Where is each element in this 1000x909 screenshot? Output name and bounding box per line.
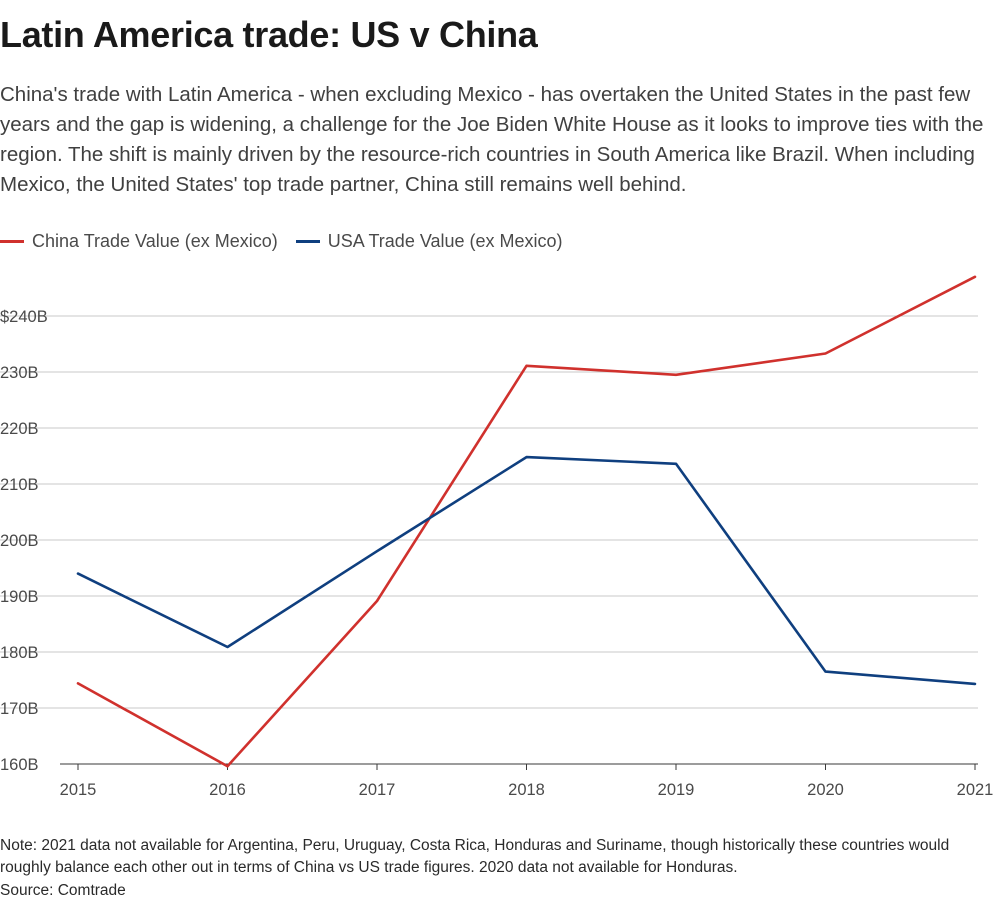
y-tick-label: 210B bbox=[0, 476, 39, 494]
y-tick-label: 230B bbox=[0, 364, 39, 382]
x-axis-labels: 2015 2016 2017 2018 2019 2020 2021 bbox=[60, 764, 994, 799]
legend-item-usa: USA Trade Value (ex Mexico) bbox=[295, 231, 563, 252]
legend-item-china: China Trade Value (ex Mexico) bbox=[0, 231, 278, 252]
y-tick-label: 170B bbox=[0, 700, 39, 718]
chart-legend: China Trade Value (ex Mexico) USA Trade … bbox=[0, 231, 581, 252]
x-tick-label: 2015 bbox=[60, 781, 97, 799]
line-chart: 160B 170B 180B 190B 200B 210B 220B 230B $240B 20… bbox=[0, 275, 994, 799]
y-tick-label: $240B bbox=[0, 308, 48, 326]
legend-swatch-china bbox=[0, 240, 24, 243]
y-axis-labels: 160B 170B 180B 190B 200B 210B 220B 230B $240B bbox=[0, 308, 48, 774]
y-tick-label: 220B bbox=[0, 420, 39, 438]
x-tick-label: 2017 bbox=[359, 781, 396, 799]
source-credit: Source: Comtrade bbox=[0, 882, 126, 899]
footnote: Note: 2021 data not available for Argent… bbox=[0, 837, 950, 876]
series-line-china bbox=[76, 275, 977, 768]
x-tick-label: 2019 bbox=[658, 781, 695, 799]
chart-subtitle: China's trade with Latin America - when … bbox=[0, 83, 984, 196]
y-tick-label: 160B bbox=[0, 756, 39, 774]
gridlines bbox=[0, 315, 978, 709]
series-line-usa bbox=[76, 455, 977, 686]
legend-label-china: China Trade Value (ex Mexico) bbox=[32, 231, 278, 251]
y-tick-label: 200B bbox=[0, 532, 39, 550]
legend-label-usa: USA Trade Value (ex Mexico) bbox=[327, 231, 563, 251]
legend-swatch-usa bbox=[295, 240, 320, 243]
x-tick-label: 2018 bbox=[508, 781, 545, 799]
x-tick-label: 2020 bbox=[807, 781, 844, 799]
series-lines bbox=[76, 275, 977, 768]
y-tick-label: 180B bbox=[0, 644, 39, 662]
y-tick-label: 190B bbox=[0, 588, 39, 606]
x-tick-label: 2021 bbox=[957, 781, 994, 799]
x-tick-label: 2016 bbox=[209, 781, 246, 799]
chart-title: Latin America trade: US v China bbox=[0, 14, 538, 55]
